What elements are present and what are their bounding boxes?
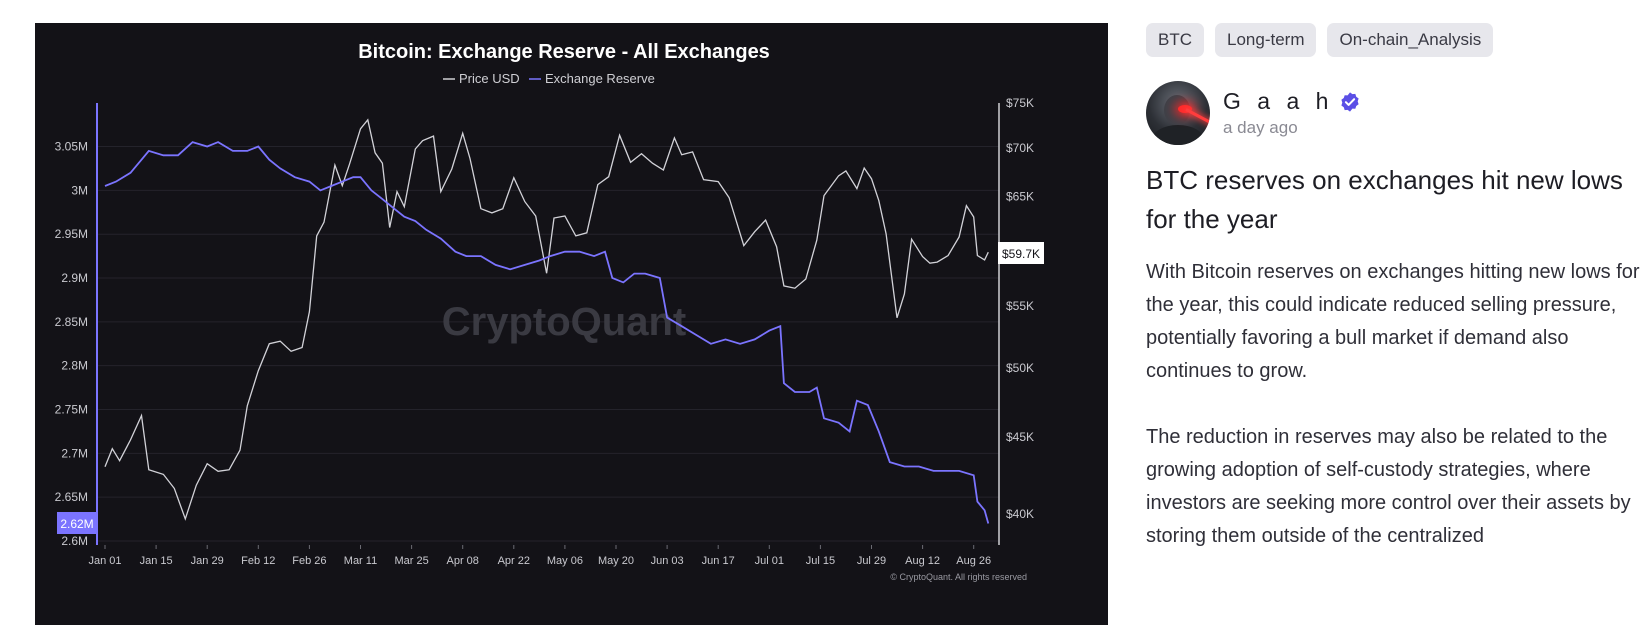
x-axis-tick-label: Aug 12 (905, 555, 940, 567)
exchange-reserve-line (104, 141, 990, 524)
post-headline[interactable]: BTC reserves on exchanges hit new lows f… (1146, 165, 1623, 234)
x-axis-tick-label: Aug 26 (956, 555, 991, 567)
current-reserve-value: 2.62M (60, 517, 93, 531)
tag-list: BTC Long-term On-chain_Analysis (1146, 23, 1642, 57)
current-price-value: $59.7K (1002, 247, 1040, 261)
current-reserve-label: 2.62M (57, 512, 98, 534)
x-axis-tick-label: Feb 12 (241, 555, 275, 567)
right-axis-tick-label: $45K (1006, 430, 1034, 444)
left-axis-tick-label: 2.75M (55, 403, 88, 417)
x-axis-tick-label: Jul 01 (755, 555, 784, 567)
x-axis-tick-label: Jul 29 (857, 555, 886, 567)
copyright-text: © CryptoQuant. All rights reserved (890, 572, 1027, 582)
x-axis-tick-label: May 06 (547, 555, 583, 567)
tag-onchain-analysis[interactable]: On-chain_Analysis (1327, 23, 1494, 57)
left-axis-tick-label: 2.65M (55, 490, 88, 504)
left-axis-tick-label: 2.9M (61, 271, 88, 285)
avatar[interactable] (1146, 81, 1210, 145)
x-axis-tick-label: Jun 17 (702, 555, 735, 567)
chart-watermark: CryptoQuant (442, 300, 686, 344)
chart-card: CryptoQuant Bitcoin: Exchange Reserve - … (35, 23, 1108, 625)
tag-btc[interactable]: BTC (1146, 23, 1204, 57)
right-axis-tick-label: $40K (1006, 507, 1034, 521)
x-axis-tick-label: Feb 26 (292, 555, 326, 567)
post-time: a day ago (1223, 118, 1298, 137)
x-axis-tick-label: Jan 29 (191, 555, 224, 567)
legend[interactable]: Price USD Exchange Reserve (443, 71, 655, 86)
x-axis-tick-label: Jul 15 (806, 555, 835, 567)
legend-reserve-label: Exchange Reserve (545, 71, 655, 86)
left-axis-tick-label: 2.6M (61, 534, 88, 548)
right-axis-tick-label: $65K (1006, 190, 1034, 204)
x-axis-tick-label: Mar 25 (394, 555, 428, 567)
chart-title: Bitcoin: Exchange Reserve - All Exchange… (358, 41, 770, 63)
left-axis-tick-label: 2.85M (55, 315, 88, 329)
author-name[interactable]: G a a h (1223, 88, 1334, 114)
legend-price-label: Price USD (459, 71, 520, 86)
x-axis-tick-label: Jun 03 (651, 555, 684, 567)
left-axis-tick-label: 3M (71, 183, 88, 197)
right-axis-tick-label: $55K (1006, 299, 1034, 313)
tag-long-term[interactable]: Long-term (1215, 23, 1317, 57)
left-axis-tick-label: 2.7M (61, 446, 88, 460)
right-axis-tick-label: $70K (1006, 141, 1034, 155)
post-body: With Bitcoin reserves on exchanges hitti… (1146, 261, 1640, 548)
post-panel: BTC Long-term On-chain_Analysis G a a h … (1146, 23, 1642, 553)
left-axis-tick-label: 3.05M (55, 140, 88, 154)
left-axis-tick-label: 2.8M (61, 359, 88, 373)
x-axis-tick-label: May 20 (598, 555, 634, 567)
exchange-reserve-chart: CryptoQuant Bitcoin: Exchange Reserve - … (55, 41, 1044, 582)
right-axis-tick-label: $75K (1006, 96, 1034, 110)
right-axis-tick-label: $50K (1006, 361, 1034, 375)
x-axis-tick-label: Apr 22 (498, 555, 530, 567)
x-axis-tick-label: Jan 15 (140, 555, 173, 567)
left-axis-tick-label: 2.95M (55, 227, 88, 241)
current-price-label: $59.7K (998, 242, 1044, 264)
x-axis-tick-label: Apr 08 (446, 555, 478, 567)
verified-badge-icon (1341, 91, 1360, 112)
author-row: G a a h a day ago (1146, 81, 1642, 145)
x-axis-tick-label: Mar 11 (344, 555, 377, 567)
price-usd-line (104, 118, 989, 521)
x-axis-tick-label: Jan 01 (88, 555, 121, 567)
